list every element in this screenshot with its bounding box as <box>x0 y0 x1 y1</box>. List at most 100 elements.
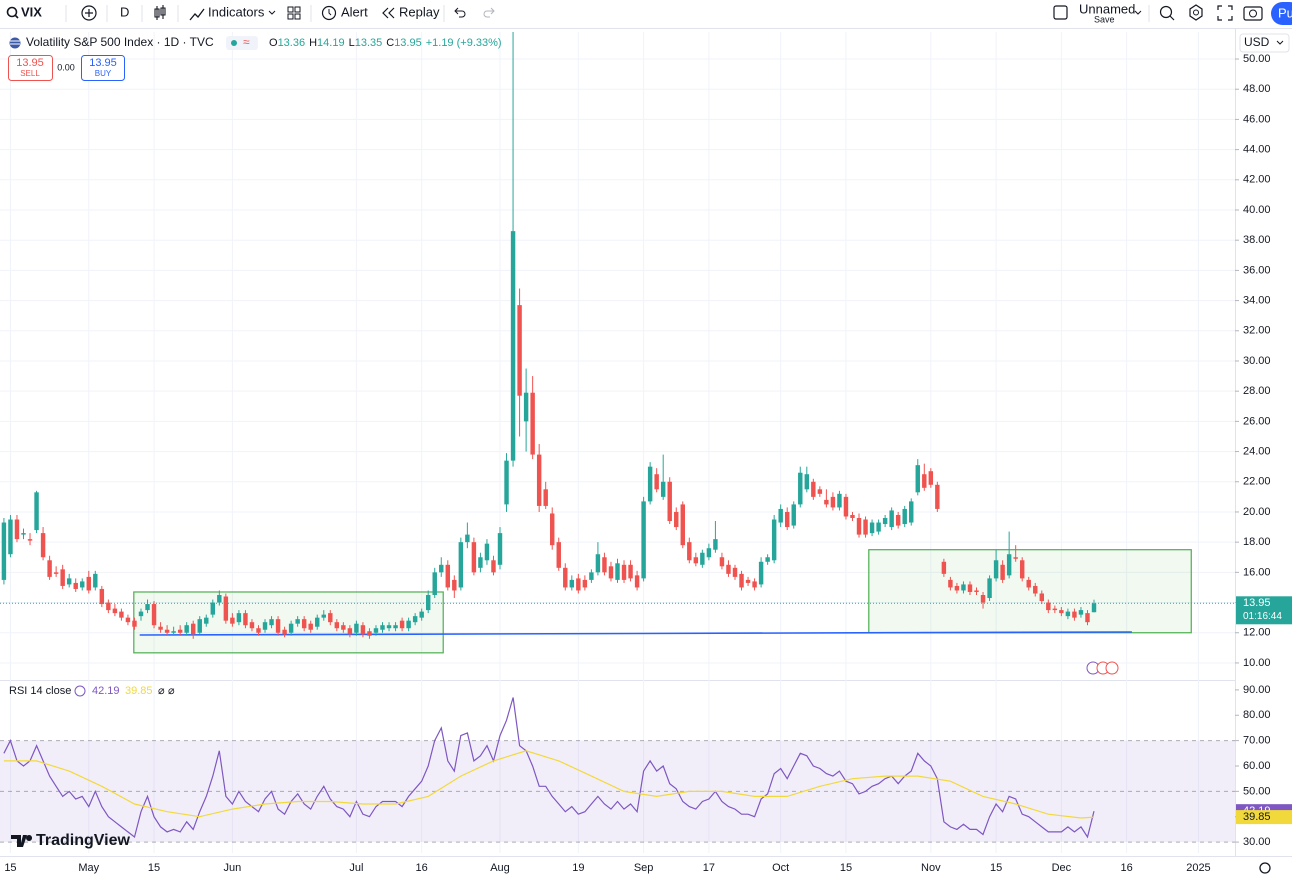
candle-body <box>47 560 52 577</box>
y-tick-label: 50.00 <box>1243 785 1271 797</box>
buy-price[interactable]: 13.95 <box>89 57 117 69</box>
candle-body <box>125 617 131 623</box>
axes: 10.0012.0014.0016.0018.0020.0022.0024.00… <box>4 53 1292 874</box>
candle-body <box>341 625 346 630</box>
redo[interactable] <box>483 7 495 18</box>
buy-button[interactable] <box>81 55 125 81</box>
publish-button[interactable] <box>1271 2 1292 25</box>
replay-button[interactable]: Replay <box>399 4 440 19</box>
y-tick-label: 44.00 <box>1243 144 1271 156</box>
candle-body <box>86 576 91 591</box>
candle-body <box>752 581 757 588</box>
svg-text:⌀: ⌀ <box>168 685 175 697</box>
interval[interactable]: D <box>120 4 129 19</box>
candle-body <box>380 625 385 630</box>
candle-body <box>406 620 411 629</box>
candle-body <box>1039 593 1045 602</box>
candle-body <box>452 579 457 591</box>
candle-body <box>223 596 229 621</box>
sell-button[interactable] <box>8 55 53 81</box>
x-tick-label: May <box>78 862 99 874</box>
sell-price[interactable]: 13.95 <box>16 57 44 69</box>
candle-body <box>1059 610 1064 614</box>
x-tick-label: Jun <box>224 862 242 874</box>
candle-body <box>837 493 842 508</box>
x-tick-label: Dec <box>1052 862 1072 874</box>
save-label[interactable]: Save <box>1094 14 1115 24</box>
candle-body <box>987 578 992 599</box>
candle-body <box>948 579 953 588</box>
candle-body <box>922 474 927 488</box>
candle-body <box>576 578 581 591</box>
candle-body <box>93 573 98 588</box>
y-tick-label: 46.00 <box>1243 113 1271 125</box>
candle-body <box>830 496 836 508</box>
value-badge <box>1236 810 1292 825</box>
y-tick-label: 36.00 <box>1243 264 1271 276</box>
candle-body <box>1072 611 1077 618</box>
candle-body <box>321 614 326 618</box>
candle-body <box>791 504 796 526</box>
candle-body <box>641 501 646 579</box>
price-pane <box>0 32 1235 654</box>
candle-body <box>817 489 823 494</box>
candle-body <box>974 590 979 592</box>
candle-body <box>53 572 59 574</box>
ohlc-value: 13.35 <box>355 37 383 49</box>
y-tick-label: 30.00 <box>1243 836 1271 848</box>
change: +1.19 (+9.33%) <box>426 37 502 49</box>
candle-body <box>21 533 26 535</box>
candle-body <box>543 489 548 506</box>
candle-body <box>347 628 353 635</box>
candle-body <box>132 620 137 627</box>
candle-body <box>915 465 920 493</box>
ohlc-label: L <box>349 37 355 49</box>
candle-body <box>804 474 810 490</box>
x-tick-label: 2025 <box>1186 862 1210 874</box>
y-tick-label: 28.00 <box>1243 385 1271 397</box>
alert-button[interactable]: Alert <box>341 4 368 19</box>
zone <box>133 591 444 654</box>
x-tick-label: Nov <box>921 862 941 874</box>
candle-body <box>425 594 431 611</box>
candle-body <box>478 557 483 568</box>
candle-body <box>1026 579 1031 588</box>
candle-body <box>367 631 372 636</box>
candle-body <box>687 542 692 561</box>
candle-body <box>145 604 150 611</box>
chart-type[interactable] <box>154 5 166 20</box>
candle-body <box>563 567 568 588</box>
candle-body <box>608 566 614 579</box>
settings[interactable] <box>1259 862 1271 874</box>
candle-body <box>60 569 65 586</box>
add-symbol[interactable] <box>81 5 97 21</box>
x-tick-label: Sep <box>634 862 654 874</box>
support-line <box>139 631 1132 636</box>
currency-box[interactable] <box>1239 33 1290 53</box>
x-tick-label: 15 <box>840 862 852 874</box>
symbol[interactable]: VIX <box>21 4 42 19</box>
candle-body <box>8 519 13 555</box>
undo[interactable] <box>454 7 466 18</box>
candle-body <box>439 564 444 573</box>
candle-body <box>771 519 777 561</box>
y-tick-label: 48.00 <box>1243 83 1271 95</box>
indicators-button[interactable]: Indicators <box>208 4 265 19</box>
candle-body <box>1006 554 1012 576</box>
publish-label[interactable]: Pu <box>1278 5 1292 20</box>
candle-body <box>824 499 829 505</box>
candle-body <box>615 563 620 580</box>
candle-body <box>164 629 170 633</box>
y-tick-label: 24.00 <box>1243 445 1271 457</box>
currency[interactable]: USD <box>1244 35 1270 49</box>
countdown: 01:16:44 <box>1243 611 1282 622</box>
buy-label[interactable]: BUY <box>95 69 112 78</box>
sell-label[interactable]: SELL <box>20 69 40 78</box>
price-legend: Volatility S&P 500 Index · 1D · TVC ≈ O1… <box>8 35 502 81</box>
candle-body <box>27 539 33 541</box>
layout-name[interactable]: Unnamed <box>1079 1 1135 16</box>
y-tick-label: 80.00 <box>1243 709 1271 721</box>
candle-body <box>784 511 790 528</box>
rsi-pane <box>0 697 1235 843</box>
candle-body <box>778 508 783 523</box>
